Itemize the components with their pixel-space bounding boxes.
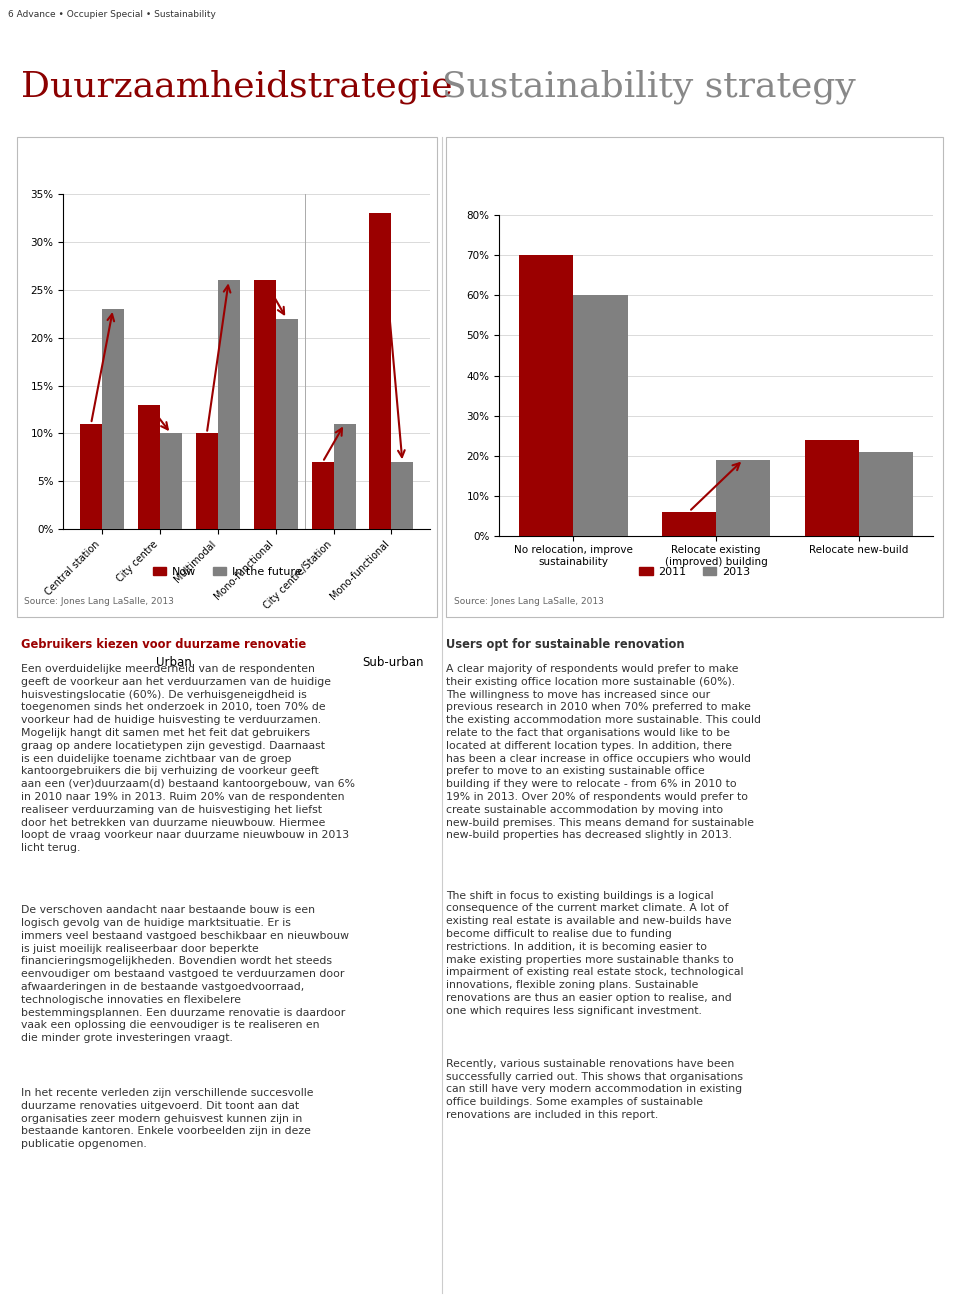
- Text: 6 Advance • Occupier Special • Sustainability: 6 Advance • Occupier Special • Sustainab…: [8, 11, 216, 18]
- Text: Source: Jones Lang LaSalle, 2013: Source: Jones Lang LaSalle, 2013: [454, 597, 604, 605]
- Text: A clear majority of respondents would prefer to make
their existing office locat: A clear majority of respondents would pr…: [446, 664, 761, 840]
- Text: Een overduidelijke meerderheid van de respondenten
geeft de voorkeur aan het ver: Een overduidelijke meerderheid van de re…: [21, 664, 355, 853]
- Text: Source: Jones Lang LaSalle, 2013: Source: Jones Lang LaSalle, 2013: [24, 597, 174, 605]
- Legend: Now, In the future: Now, In the future: [149, 562, 305, 582]
- Text: Users opt for sustainable renovation: Users opt for sustainable renovation: [446, 638, 685, 651]
- Text: The shift in focus to existing buildings is a logical
consequence of the current: The shift in focus to existing buildings…: [446, 890, 744, 1016]
- Bar: [253, 281, 276, 529]
- Text: Urban: Urban: [156, 656, 191, 670]
- Text: Recently, various sustainable renovations have been
successfully carried out. Th: Recently, various sustainable renovation…: [446, 1058, 743, 1120]
- Text: Sustainability strategy: Sustainability strategy: [442, 70, 855, 104]
- Bar: [80, 424, 102, 529]
- Text: Gebruikers kiezen voor duurzame renovatie: Gebruikers kiezen voor duurzame renovati…: [21, 638, 306, 651]
- Bar: [519, 255, 573, 536]
- Bar: [276, 319, 298, 529]
- Bar: [333, 424, 355, 529]
- Text: Sub-urban: Sub-urban: [363, 656, 424, 670]
- Text: Figure 1:  Current location type and future preference: Figure 1: Current location type and futu…: [24, 152, 384, 165]
- Text: In het recente verleden zijn verschillende succesvolle
duurzame renovaties uitge: In het recente verleden zijn verschillen…: [21, 1088, 314, 1149]
- Bar: [859, 452, 913, 536]
- Legend: 2011, 2013: 2011, 2013: [635, 562, 755, 582]
- Bar: [716, 460, 771, 536]
- Bar: [102, 309, 124, 529]
- Bar: [392, 462, 414, 529]
- Bar: [804, 440, 859, 536]
- Text: De verschoven aandacht naar bestaande bouw is een
logisch gevolg van de huidige : De verschoven aandacht naar bestaande bo…: [21, 905, 349, 1044]
- Text: Figure 2:  How would you like to make your premises more: Figure 2: How would you like to make you…: [454, 156, 844, 169]
- Bar: [138, 404, 160, 529]
- Bar: [573, 295, 628, 536]
- Bar: [196, 433, 218, 529]
- Text: sustainable?: sustainable?: [454, 176, 538, 189]
- Bar: [218, 281, 240, 529]
- Bar: [661, 512, 716, 536]
- Text: Duurzaamheidstrategie: Duurzaamheidstrategie: [21, 70, 453, 104]
- Bar: [312, 462, 333, 529]
- Bar: [160, 433, 181, 529]
- Bar: [370, 214, 392, 529]
